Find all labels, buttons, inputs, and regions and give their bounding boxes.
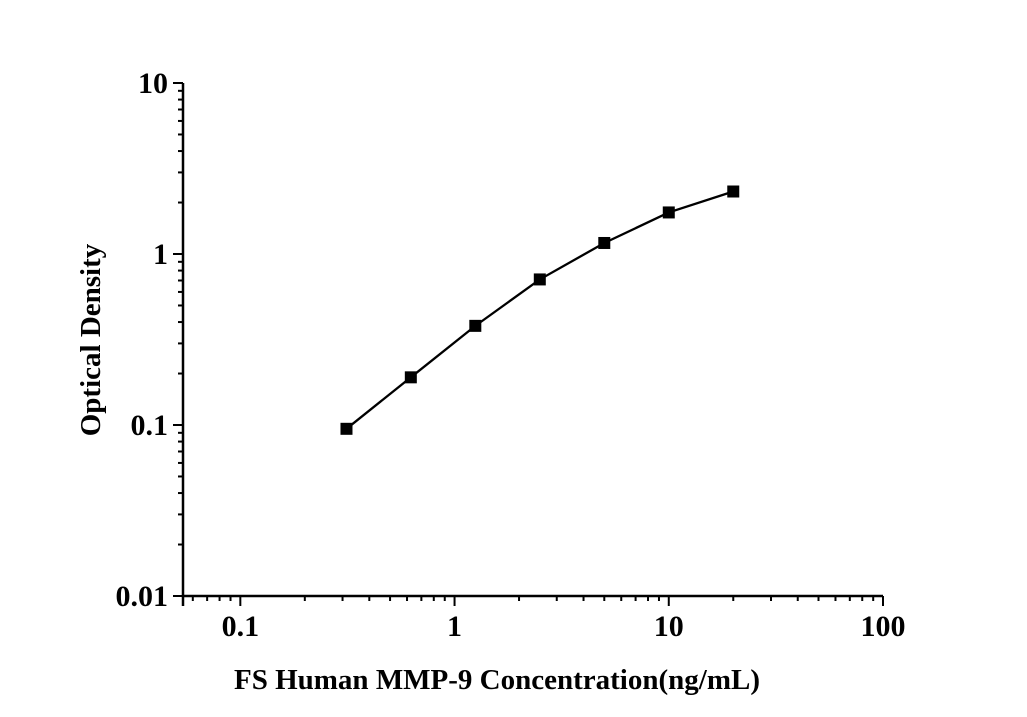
y-tick-label: 0.1 <box>131 409 169 442</box>
standard-curve-marker <box>598 236 611 249</box>
standard-curve-marker <box>533 273 546 286</box>
standard-curve-marker <box>340 422 353 435</box>
standard-curve-marker <box>727 185 740 198</box>
standard-curve-marker <box>662 206 675 219</box>
x-tick-label: 10 <box>654 610 684 643</box>
standard-curve-line <box>345 190 734 430</box>
x-tick-label: 0.1 <box>222 610 260 643</box>
x-tick-label: 100 <box>861 610 906 643</box>
standard-curve-marker <box>469 319 482 332</box>
standard-curve-marker <box>404 371 417 384</box>
y-tick-label: 0.01 <box>116 580 169 613</box>
y-tick-label: 1 <box>153 238 168 271</box>
y-tick-label: 10 <box>138 67 168 100</box>
x-axis-title: FS Human MMP-9 Concentration(ng/mL) <box>234 664 760 696</box>
y-axis-title: Optical Density <box>75 243 107 436</box>
x-tick-label: 1 <box>447 610 462 643</box>
